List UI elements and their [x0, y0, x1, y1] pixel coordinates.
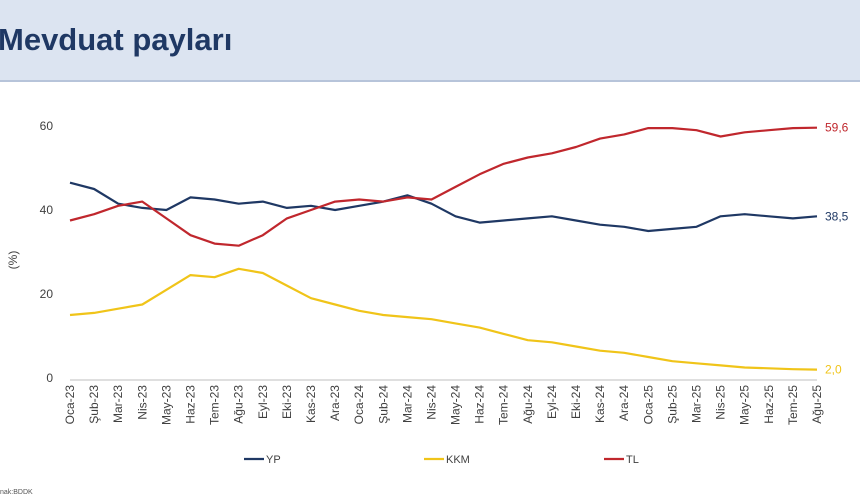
x-tick-label: Ara-23: [328, 385, 342, 421]
x-tick-label: Şub-23: [87, 385, 101, 424]
x-axis: Oca-23 Şub-23 Mar-23 Nis-23 May-23 Haz-23 Tem-…: [63, 385, 824, 425]
y-axis-label: (%): [6, 251, 20, 270]
legend: YP KKM TL: [244, 454, 639, 466]
x-tick-label: May-24: [449, 385, 463, 425]
end-label-tl: 59,6: [825, 121, 849, 135]
end-label-yp: 38,5: [825, 209, 849, 223]
x-tick-label: Oca-25: [641, 385, 655, 425]
x-tick-label: Ağu-23: [232, 385, 246, 424]
x-tick-label: Şub-24: [376, 385, 390, 424]
x-tick-label: Nis-24: [424, 385, 438, 420]
y-tick-label: 0: [46, 371, 53, 385]
legend-label-tl: TL: [626, 454, 639, 466]
x-tick-label: May-25: [738, 385, 752, 425]
series-line-yp: [69, 181, 818, 233]
x-tick-label: Tem-24: [497, 385, 511, 425]
end-labels: 38,5 2,0 59,6: [825, 121, 849, 377]
x-tick-label: Eyl-23: [256, 385, 270, 419]
legend-label-kkm: KKM: [446, 454, 470, 466]
series-line-tl: [69, 126, 818, 247]
x-tick-label: Oca-24: [352, 385, 366, 425]
x-tick-label: Kas-23: [304, 385, 318, 423]
y-tick-label: 20: [40, 287, 54, 301]
legend-label-yp: YP: [266, 454, 281, 466]
page-title: Mevduat payları: [0, 22, 233, 57]
x-tick-label: Oca-23: [63, 385, 77, 425]
x-tick-label: May-23: [159, 385, 173, 425]
x-tick-label: Ağu-25: [810, 385, 824, 424]
x-tick-label: Mar-24: [400, 385, 414, 423]
y-tick-label: 40: [40, 203, 54, 217]
x-tick-label: Haz-25: [762, 385, 776, 424]
x-tick-label: Nis-23: [135, 385, 149, 420]
x-tick-label: Mar-23: [111, 385, 125, 423]
end-label-kkm: 2,0: [825, 363, 842, 377]
x-tick-label: Haz-23: [183, 385, 197, 424]
x-tick-label: Eki-23: [280, 385, 294, 419]
y-tick-label: 60: [40, 119, 54, 133]
series-group: [69, 126, 818, 371]
source-note: nak:BDDK: [0, 489, 33, 496]
x-tick-label: Tem-23: [208, 385, 222, 425]
series-line-kkm: [69, 267, 818, 371]
x-tick-label: Ağu-24: [521, 385, 535, 424]
x-tick-label: Mar-25: [690, 385, 704, 423]
x-tick-label: Eyl-24: [545, 385, 559, 419]
x-tick-label: Kas-24: [593, 385, 607, 423]
x-tick-label: Nis-25: [714, 385, 728, 420]
x-tick-label: Eki-24: [569, 385, 583, 419]
x-tick-label: Şub-25: [665, 385, 679, 424]
x-tick-label: Tem-25: [786, 385, 800, 425]
x-tick-label: Haz-24: [473, 385, 487, 424]
x-tick-label: Ara-24: [617, 385, 631, 421]
y-axis: 0 20 40 60: [40, 119, 54, 385]
header-band: Mevduat payları: [0, 0, 860, 82]
